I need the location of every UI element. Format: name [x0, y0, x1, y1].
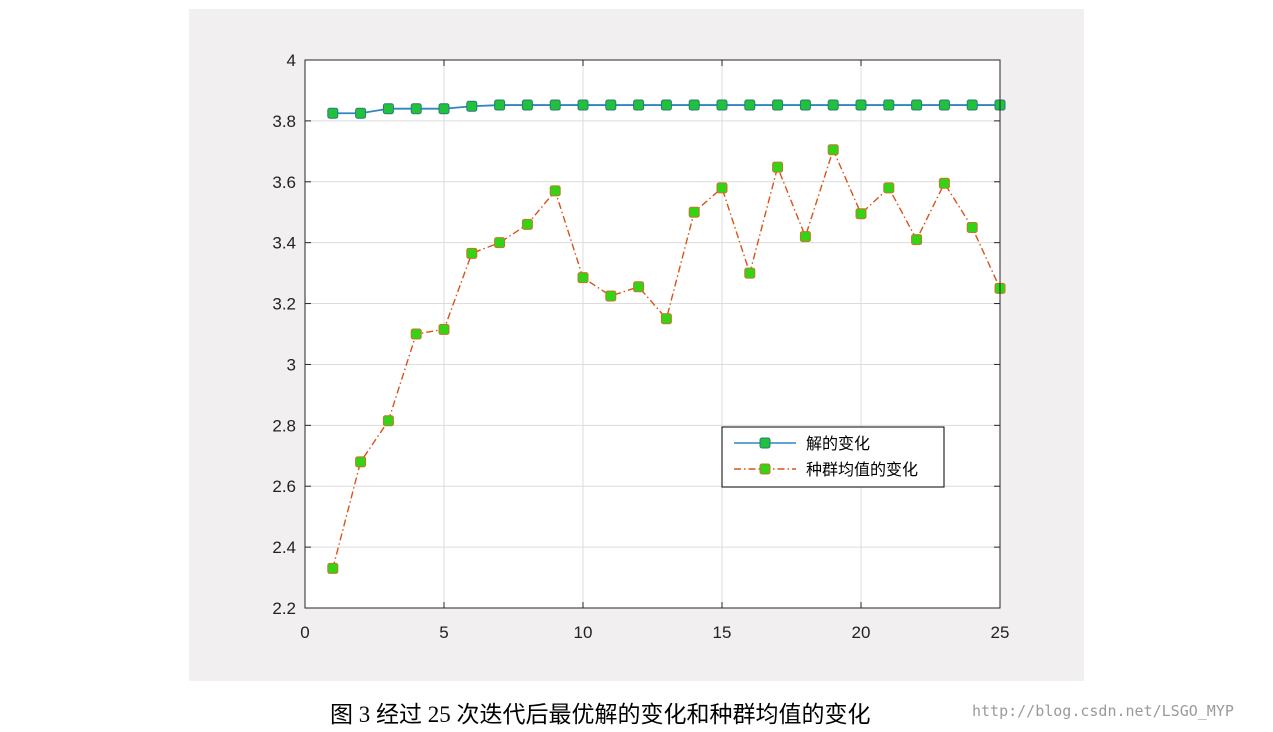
plot-area — [304, 59, 1001, 609]
series-2-point — [355, 456, 367, 468]
series-1-point — [549, 99, 561, 111]
x-tick-label: 25 — [991, 623, 1010, 642]
series-1-point — [855, 99, 867, 111]
y-tick-label: 3.8 — [272, 112, 296, 131]
legend-marker-2 — [759, 463, 771, 475]
tick-labels: 0 5 10 15 20 25 2.2 2.4 2.6 2.8 3 3.2 3.4 3.6 3.8 4 — [272, 51, 1009, 642]
series-markers — [327, 99, 1006, 574]
y-tick-label: 4 — [287, 51, 296, 70]
series-1-point — [827, 99, 839, 111]
series-2-point — [494, 237, 506, 249]
plot-frame — [304, 59, 1001, 609]
series-2-point — [827, 144, 839, 156]
x-tick-label: 0 — [300, 623, 309, 642]
y-tick-label: 3.6 — [272, 173, 296, 192]
series-1-point — [744, 99, 756, 111]
series-1-point — [466, 100, 478, 112]
series-2-point — [466, 247, 478, 259]
series-1-point — [966, 99, 978, 111]
series-1-point — [883, 99, 895, 111]
series-1-point — [355, 107, 367, 119]
series-1-point — [799, 99, 811, 111]
y-tick-label: 3 — [287, 355, 296, 374]
x-tick-label: 10 — [574, 623, 593, 642]
series-2-point — [799, 231, 811, 243]
series-1-point — [660, 99, 672, 111]
series-1-point — [577, 99, 589, 111]
x-tick-label: 20 — [852, 623, 871, 642]
series-2-point — [438, 323, 450, 335]
series-1-point — [410, 103, 422, 115]
series-2-point — [382, 415, 394, 427]
series-2-point — [911, 234, 923, 246]
series-1-point — [716, 99, 728, 111]
figure-caption: 图 3 经过 25 次迭代后最优解的变化和种群均值的变化 — [330, 702, 871, 727]
series-1-point — [911, 99, 923, 111]
series-2-point — [549, 185, 561, 197]
series-2-point — [883, 182, 895, 194]
series-2-point — [772, 161, 784, 173]
y-tick-label: 3.4 — [272, 234, 296, 253]
series-2-point — [327, 562, 339, 574]
series-2-point — [633, 281, 645, 293]
y-tick-label: 2.4 — [272, 538, 296, 557]
legend-label-1: 解的变化 — [806, 435, 870, 453]
line-chart: 0 5 10 15 20 25 2.2 2.4 2.6 2.8 3 3.2 3.4 3.6 3.8 4 解的变… — [272, 51, 1009, 642]
y-tick-label: 2.2 — [272, 599, 296, 618]
legend-box — [721, 426, 945, 488]
series-1-point — [494, 99, 506, 111]
x-tick-label: 15 — [713, 623, 732, 642]
series-1-point — [327, 107, 339, 119]
series-2-point — [855, 208, 867, 220]
series-1-point — [633, 99, 645, 111]
series-2-point — [744, 267, 756, 279]
y-tick-label: 2.6 — [272, 477, 296, 496]
series-1-point — [438, 103, 450, 115]
legend-marker-1 — [759, 437, 771, 449]
series-1-point — [521, 99, 533, 111]
series-1-point — [688, 99, 700, 111]
legend: 解的变化 种群均值的变化 — [721, 426, 945, 488]
series-2-point — [716, 182, 728, 194]
series-2-point — [521, 218, 533, 230]
legend-label-2: 种群均值的变化 — [806, 461, 918, 479]
y-tick-label: 2.8 — [272, 416, 296, 435]
series-2-point — [660, 313, 672, 325]
series-2-point — [577, 272, 589, 284]
series-2-point — [605, 290, 617, 302]
series-1-point — [772, 99, 784, 111]
series-2-point — [410, 328, 422, 340]
series-1-point — [382, 103, 394, 115]
series-1-point — [938, 99, 950, 111]
series-2-point — [688, 206, 700, 218]
series-2-point — [938, 177, 950, 189]
series-1-point — [605, 99, 617, 111]
series-2-point — [966, 221, 978, 233]
y-tick-label: 3.2 — [272, 295, 296, 314]
watermark-url: http://blog.csdn.net/LSGO_MYP — [972, 702, 1234, 720]
x-tick-label: 5 — [439, 623, 448, 642]
